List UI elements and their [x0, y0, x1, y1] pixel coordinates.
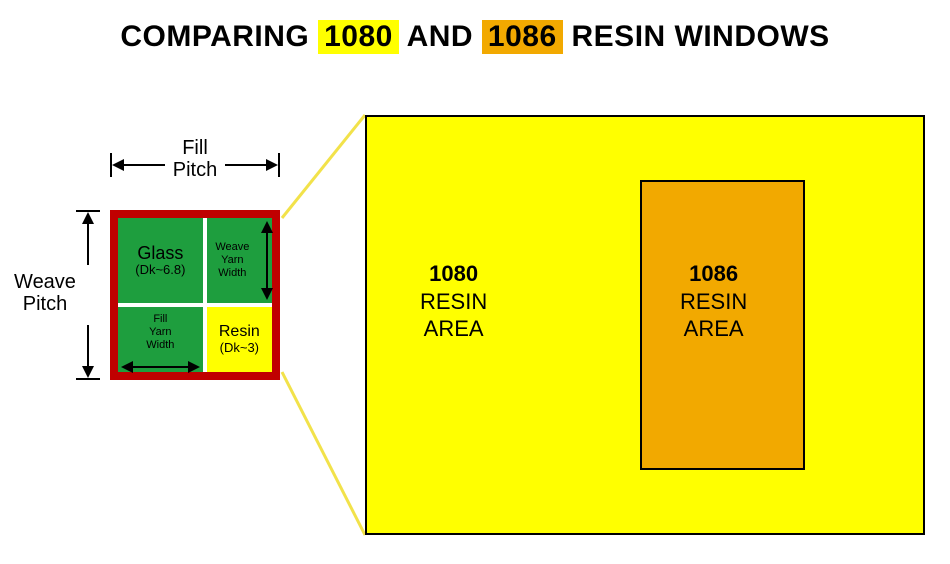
glass-label: Glass — [137, 243, 183, 264]
fill-yarn-l2: Yarn — [149, 326, 171, 339]
weave-pitch-arrow-up-icon — [82, 212, 94, 224]
label-1080-resin: RESIN — [420, 289, 487, 314]
glass-dk: (Dk~6.8) — [135, 263, 185, 278]
weave-pitch-arrow-down-icon — [82, 366, 94, 378]
fill-yarn-l1: Fill — [153, 313, 167, 326]
fill-yarn-width-arrow — [131, 366, 190, 368]
weave-pitch-line-top — [87, 222, 89, 265]
title-mid: AND — [399, 20, 482, 53]
fill-pitch-tick-right — [278, 153, 280, 177]
cell-divider-vertical — [203, 218, 207, 372]
weave-pitch-l1: Weave — [14, 271, 76, 293]
label-1080-number: 1080 — [429, 261, 478, 286]
fill-pitch-arrow-right-icon — [266, 159, 278, 171]
label-1086-area: AREA — [684, 316, 744, 341]
weave-pitch-l2: Pitch — [23, 293, 67, 315]
arrow-down-icon — [261, 288, 273, 300]
weave-yarn-width-arrow — [266, 231, 268, 290]
arrow-up-icon — [261, 221, 273, 233]
cell-divider-horizontal — [118, 303, 272, 307]
label-1080-area: AREA — [424, 316, 484, 341]
quad-resin: Resin (Dk~3) — [207, 307, 272, 372]
fill-pitch-l1: Fill — [182, 137, 208, 159]
weave-yarn-l1: Weave — [215, 241, 249, 254]
unit-cell-diagram: Glass (Dk~6.8) Weave Yarn Width Fill Yar… — [110, 210, 280, 380]
resin-label: Resin — [219, 323, 260, 341]
arrow-left-icon — [121, 361, 133, 373]
fill-yarn-l3: Width — [146, 339, 174, 352]
resin-dk: (Dk~3) — [220, 341, 259, 356]
weave-yarn-l2: Yarn — [221, 254, 243, 267]
title-highlight-1080: 1080 — [318, 20, 399, 54]
label-1086-resin: RESIN — [680, 289, 747, 314]
weave-pitch-tick-bottom — [76, 378, 100, 380]
title-highlight-1086: 1086 — [482, 20, 563, 54]
label-1080-resin-area: 1080 RESIN AREA — [420, 260, 487, 343]
arrow-right-icon — [188, 361, 200, 373]
title-pre: COMPARING — [120, 20, 318, 53]
fill-pitch-label: Fill Pitch — [165, 137, 225, 181]
title-post: RESIN WINDOWS — [563, 20, 830, 53]
page-title: COMPARING 1080 AND 1086 RESIN WINDOWS — [0, 20, 950, 54]
weave-yarn-l3: Width — [218, 267, 246, 280]
label-1086-number: 1086 — [689, 261, 738, 286]
label-1086-resin-area: 1086 RESIN AREA — [680, 260, 747, 343]
weave-pitch-label: Weave Pitch — [10, 271, 80, 315]
weave-pitch-line-bottom — [87, 325, 89, 368]
fill-pitch-line-left — [122, 164, 165, 166]
quad-glass: Glass (Dk~6.8) — [118, 218, 203, 303]
fill-pitch-l2: Pitch — [173, 159, 217, 181]
fill-pitch-line-right — [225, 164, 268, 166]
fill-pitch-arrow-left-icon — [112, 159, 124, 171]
